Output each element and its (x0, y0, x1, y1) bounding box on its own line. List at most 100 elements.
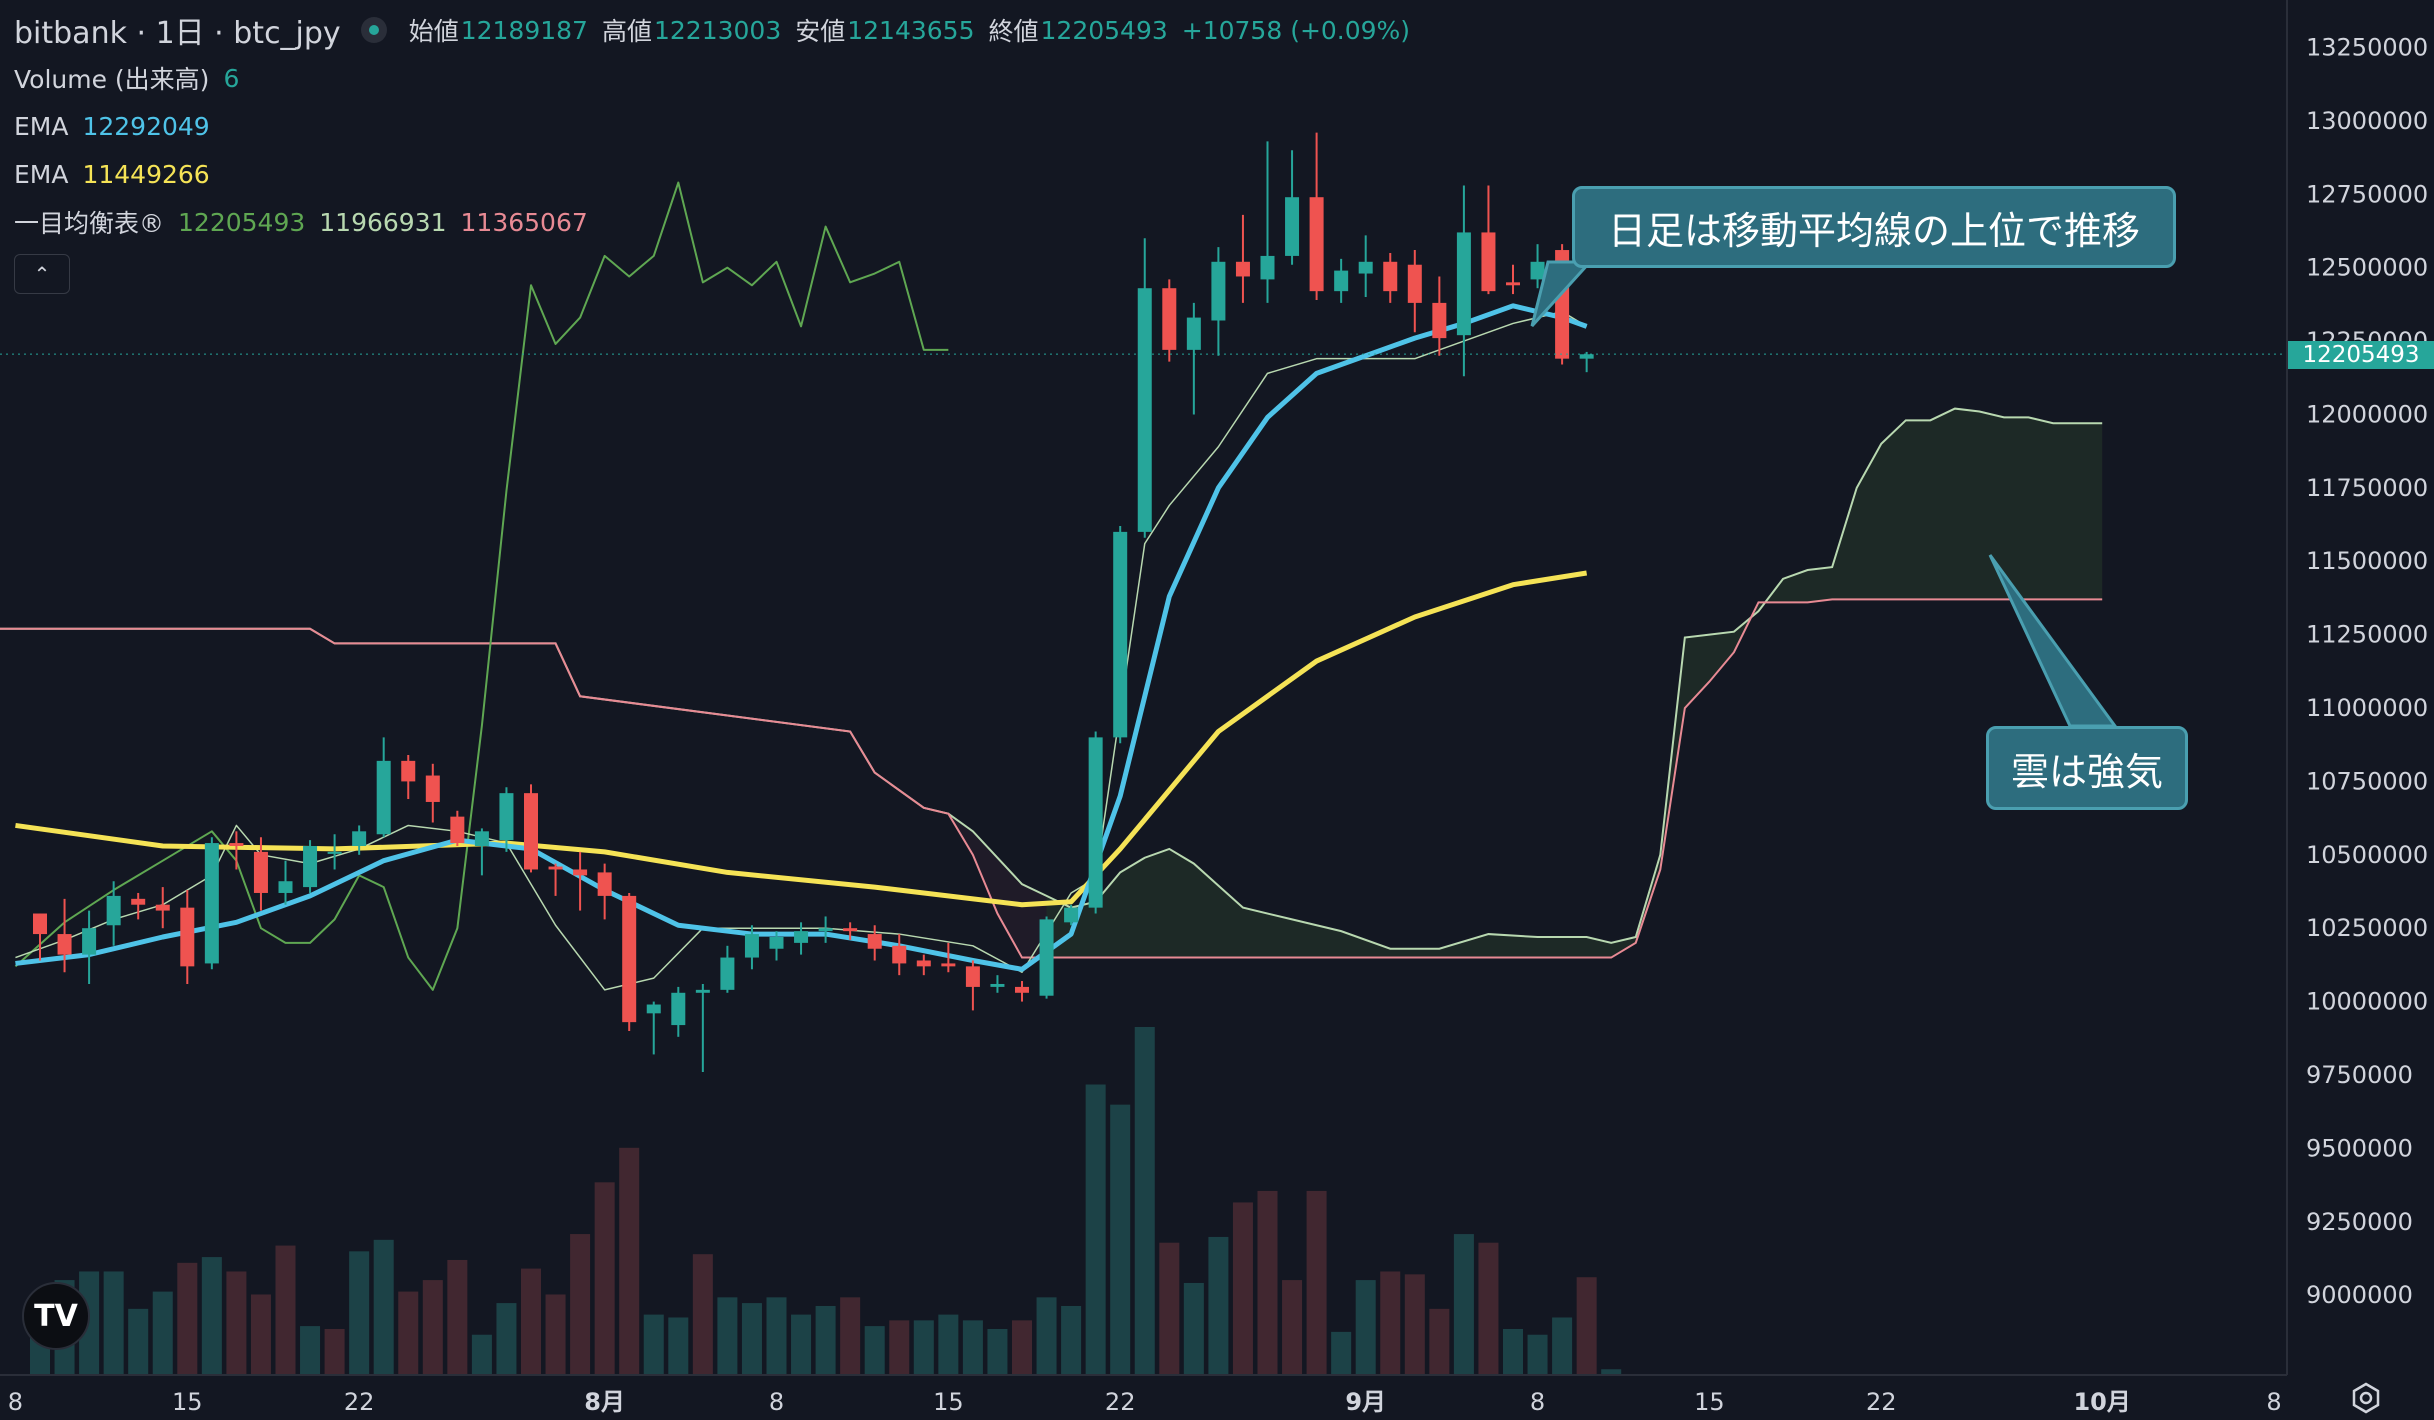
time-tick-label: 15 (933, 1388, 964, 1416)
volume-bar (840, 1297, 861, 1375)
candle-body (1015, 986, 1029, 993)
volume-bar (594, 1182, 615, 1375)
time-tick-label: 22 (1105, 1388, 1136, 1416)
candle-body (1579, 354, 1594, 359)
volume-bar (1404, 1274, 1425, 1375)
price-tick-label: 10250000 (2306, 914, 2428, 942)
ohlc-close-value: 12205493 (1040, 15, 1168, 45)
ema-slow-value: 11449266 (82, 159, 210, 189)
volume-bar (570, 1234, 591, 1375)
cloud-fill-bullish (1046, 408, 2103, 958)
volume-bar (962, 1320, 983, 1375)
chevron-up-icon: ⌃ (33, 262, 51, 286)
price-axis[interactable]: 1325000013000000127500001250000012250000… (2306, 33, 2428, 1309)
volume-bar (1232, 1202, 1253, 1375)
callout-top[interactable]: 日足は移動平均線の上位で推移 (1572, 186, 2176, 268)
candle-body (155, 904, 170, 911)
volume-bar (398, 1291, 419, 1375)
ohlc-high-label: 高値 (601, 17, 652, 46)
volume-bar (889, 1320, 910, 1375)
candle-body (57, 934, 72, 955)
volume-bar (1183, 1282, 1204, 1375)
ema-slow-line (15, 570, 1588, 908)
candle-body (1383, 261, 1398, 292)
price-tick-label: 10500000 (2306, 841, 2428, 869)
volume-bar (177, 1262, 198, 1375)
price-tick-label: 9250000 (2306, 1208, 2413, 1236)
ohlc-close-label: 終値 (988, 17, 1039, 46)
volume-bar (103, 1271, 124, 1375)
time-tick-label: 8月 (584, 1388, 625, 1416)
candle-body (106, 895, 121, 926)
ohlc-low-label: 安値 (795, 17, 846, 46)
price-tick-label: 9000000 (2306, 1281, 2413, 1309)
chikou-span-line (14, 181, 949, 991)
candle-body (1530, 261, 1545, 280)
volume-bar (1061, 1305, 1082, 1375)
time-axis[interactable]: 8 15 22 8月 8 15 22 9月 8 15 22 10月 8 (8, 1388, 2282, 1416)
candle-body (327, 851, 342, 854)
volume-bar (1085, 1084, 1106, 1375)
candle-body (818, 928, 833, 932)
time-tick-label: 10月 (2073, 1388, 2130, 1416)
candle-body (278, 881, 293, 893)
price-tick-label: 10000000 (2306, 988, 2428, 1016)
candle-body (1506, 282, 1520, 286)
candle-body (1407, 264, 1422, 303)
time-tick-label: 8 (1530, 1388, 1545, 1416)
ichimoku-label: 一目均衡表® (14, 209, 165, 238)
volume-bar (226, 1271, 247, 1375)
candle-body (229, 843, 244, 846)
tenkan-sen-line (15, 310, 1588, 991)
ema-fast-label: EMA (14, 111, 69, 141)
volume-bar (668, 1317, 689, 1375)
price-tick-label: 9500000 (2306, 1134, 2413, 1162)
last-price-tag: 12205493 (2288, 341, 2434, 369)
legend-ichimoku-row[interactable]: 一目均衡表® 12205493 11966931 11365067 (14, 198, 1424, 246)
symbol-title[interactable]: bitbank · 1日 · btc_jpy (14, 16, 341, 51)
callout-bottom[interactable]: 雲は強気 (1986, 726, 2188, 810)
volume-bar (1257, 1190, 1278, 1375)
price-tick-label: 10750000 (2306, 767, 2428, 795)
candle-body (622, 895, 637, 1023)
candle-body (376, 760, 391, 835)
volume-bar (1601, 1369, 1622, 1375)
volume-bar (373, 1239, 394, 1375)
candlesticks (33, 132, 1594, 1073)
volume-label: Volume (出来高) (14, 65, 210, 94)
candle-body (671, 992, 686, 1026)
volume-bar (1282, 1280, 1303, 1375)
ichimoku-value-1: 12205493 (178, 207, 306, 237)
volume-bar (300, 1326, 321, 1375)
volume-value: 6 (223, 63, 240, 93)
candle-body (1211, 261, 1226, 321)
price-tick-label: 11500000 (2306, 547, 2428, 575)
volume-bar (496, 1303, 517, 1375)
legend-ema-fast-row[interactable]: EMA 12292049 (14, 102, 1424, 150)
ohlc-open-label: 始値 (408, 17, 459, 46)
ohlc-change: +10758 (+0.09%) (1181, 15, 1411, 45)
candle-body (769, 937, 784, 949)
volume-bar (324, 1328, 345, 1375)
tradingview-logo-icon[interactable]: TV (22, 1282, 90, 1350)
volume-bar (471, 1334, 492, 1375)
callout-bottom-text: 雲は強気 (2010, 749, 2163, 794)
candle-body (892, 945, 907, 964)
gear-icon[interactable] (2346, 1378, 2386, 1418)
legend-ema-slow-row[interactable]: EMA 11449266 (14, 150, 1424, 198)
legend-volume-row[interactable]: Volume (出来高) 6 (14, 54, 1424, 102)
volume-bar (1110, 1104, 1131, 1375)
legend-collapse-button[interactable]: ⌃ (14, 254, 70, 294)
candle-body (303, 845, 318, 888)
candle-body (180, 907, 195, 967)
volume-bar (1331, 1331, 1352, 1375)
candle-body (450, 816, 465, 844)
volume-bar (717, 1297, 738, 1375)
volume-bar (545, 1294, 566, 1375)
time-tick-label: 8 (2266, 1388, 2281, 1416)
candle-body (646, 1004, 661, 1014)
candle-body (204, 843, 219, 964)
volume-bar (1159, 1242, 1180, 1375)
candle-body (1137, 288, 1152, 532)
candle-body (597, 872, 612, 896)
